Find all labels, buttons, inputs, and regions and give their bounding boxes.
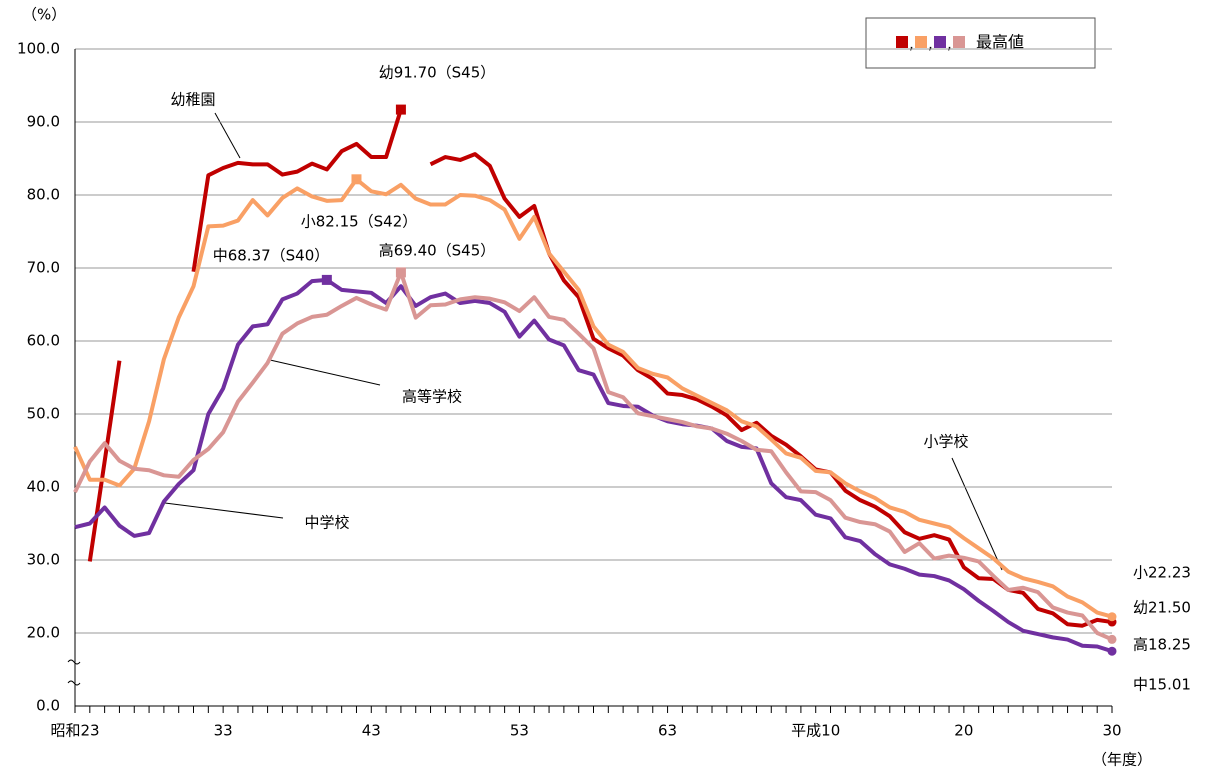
max-label: 中68.37（S40） bbox=[213, 247, 330, 265]
leader-line bbox=[951, 457, 1003, 571]
y-tick-label: 20.0 bbox=[27, 624, 60, 642]
legend-swatch bbox=[953, 36, 965, 48]
legend-swatch bbox=[915, 36, 927, 48]
legend-label: 最高値 bbox=[976, 33, 1024, 52]
y-tick-label: 80.0 bbox=[27, 186, 60, 204]
x-tick-label: 平成10 bbox=[791, 722, 840, 740]
legend-separator: , bbox=[909, 35, 914, 53]
series-name: 小学校 bbox=[923, 433, 968, 451]
max-marker bbox=[395, 104, 406, 115]
y-tick-label: 30.0 bbox=[27, 551, 60, 569]
y-unit-label: （%） bbox=[22, 6, 66, 24]
x-tick-label: 43 bbox=[362, 722, 381, 740]
end-label: 小22.23 bbox=[1133, 564, 1191, 582]
series-line bbox=[73, 270, 1113, 642]
y-tick-label: 100.0 bbox=[17, 40, 60, 58]
end-marker bbox=[1107, 612, 1117, 622]
max-label: 小82.15（S42） bbox=[301, 213, 418, 231]
max-label: 幼91.70（S45） bbox=[379, 64, 496, 82]
legend: ,,, 最高値 bbox=[865, 17, 1096, 69]
end-marker bbox=[1107, 646, 1117, 656]
legend-separator: , bbox=[947, 35, 952, 53]
series-line bbox=[429, 152, 1113, 628]
x-tick-label: 33 bbox=[214, 722, 233, 740]
max-marker bbox=[351, 174, 362, 185]
series-line bbox=[74, 277, 1113, 654]
series-name: 幼稚園 bbox=[170, 91, 215, 109]
y-tick-label: 0.0 bbox=[36, 697, 60, 715]
leader-line bbox=[164, 502, 284, 519]
legend-swatch bbox=[934, 36, 946, 48]
end-label: 中15.01 bbox=[1133, 676, 1191, 694]
y-tick-label: 70.0 bbox=[27, 259, 60, 277]
x-tick-label: 20 bbox=[954, 722, 973, 740]
series-line bbox=[73, 177, 1113, 619]
end-label: 幼21.50 bbox=[1133, 599, 1191, 617]
x-tick-label: 昭和23 bbox=[50, 722, 99, 740]
break-mark bbox=[67, 659, 81, 665]
y-tick-label: 40.0 bbox=[27, 478, 60, 496]
axis-break bbox=[67, 659, 81, 686]
series-name: 高等学校 bbox=[402, 388, 462, 406]
series-line bbox=[191, 108, 403, 272]
series-line bbox=[87, 360, 122, 562]
max-marker bbox=[321, 274, 332, 285]
x-tick-label: 53 bbox=[510, 722, 529, 740]
leader-lines bbox=[164, 112, 1003, 571]
leader-line bbox=[269, 359, 381, 386]
series-name: 中学校 bbox=[304, 514, 349, 532]
x-tick-label: 63 bbox=[658, 722, 677, 740]
break-mark bbox=[67, 680, 81, 686]
leader-line bbox=[214, 112, 241, 159]
legend-swatch bbox=[896, 36, 908, 48]
y-tick-label: 50.0 bbox=[27, 405, 60, 423]
y-tick-label: 60.0 bbox=[27, 332, 60, 350]
end-label: 高18.25 bbox=[1133, 636, 1191, 654]
end-marker bbox=[1107, 634, 1117, 644]
max-marker bbox=[395, 267, 406, 278]
max-label: 高69.40（S45） bbox=[379, 242, 496, 260]
x-tick-label: 30 bbox=[1102, 722, 1121, 740]
legend-separator: , bbox=[928, 35, 933, 53]
x-unit-label: （年度） bbox=[1092, 751, 1152, 769]
y-tick-label: 90.0 bbox=[27, 113, 60, 131]
